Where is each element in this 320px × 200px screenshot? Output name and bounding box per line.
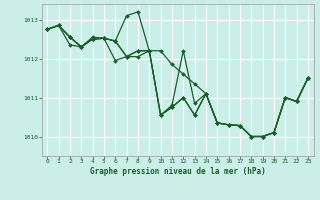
X-axis label: Graphe pression niveau de la mer (hPa): Graphe pression niveau de la mer (hPa): [90, 167, 266, 176]
